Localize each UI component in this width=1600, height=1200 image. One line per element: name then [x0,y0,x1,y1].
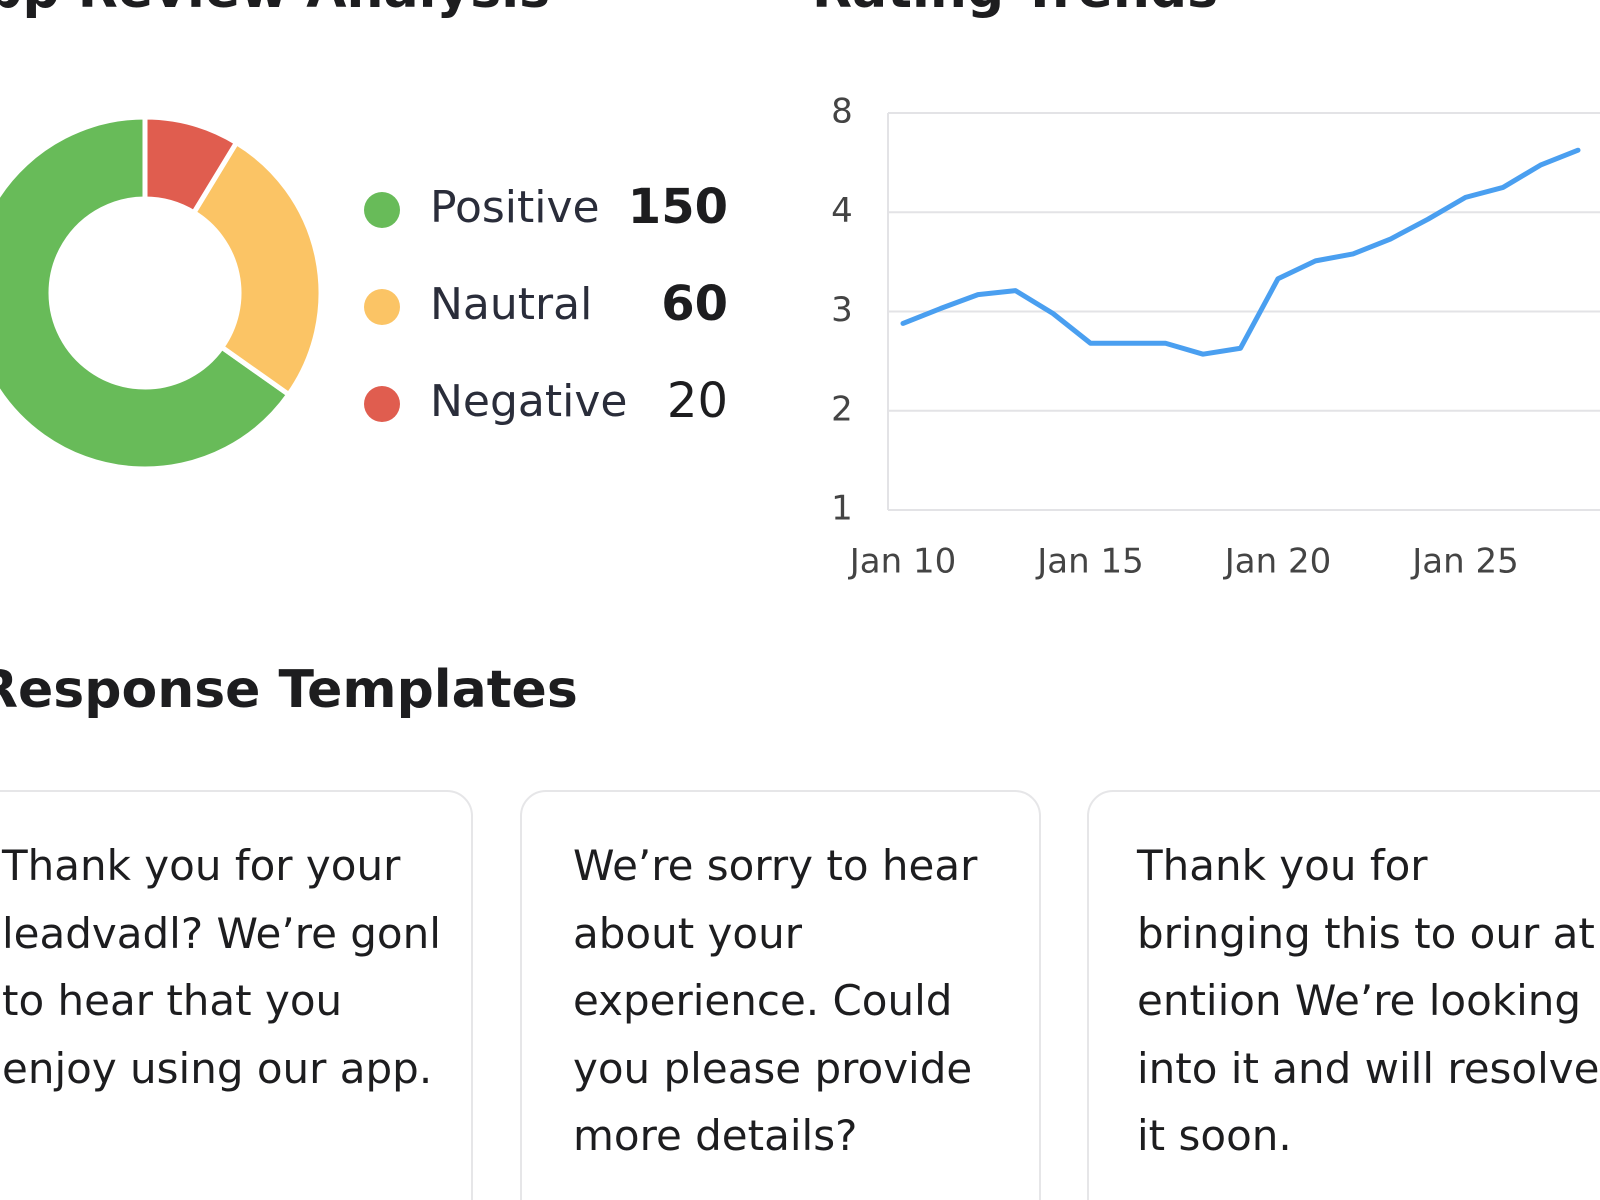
section-title: App Review Analysis [0,0,550,20]
template-text: Thank you for bringing this to our at en… [1137,841,1600,1160]
legend-label: Negative [430,376,627,427]
y-tick-label: 1 [831,489,853,529]
x-tick-label: Jan 10 [848,542,956,582]
template-card[interactable]: Thank you for bringing this to our at en… [1087,790,1600,1200]
x-tick-label: Jan 15 [1035,542,1143,582]
x-tick-label: Jan 20 [1223,542,1331,582]
section-title: Rating Trends [812,0,1218,20]
y-tick-label: 8 [831,92,853,132]
legend-dot [364,386,400,422]
legend-value: 150 [628,179,728,235]
rating-line [900,147,1581,357]
legend-label: Nautral [430,279,592,330]
donut-segment [142,114,240,217]
x-tick-label: Jan 25 [1410,542,1518,582]
template-text: We’re sorry to hear about your experienc… [573,841,978,1160]
template-card[interactable]: We’re sorry to hear about your experienc… [520,790,1041,1200]
y-tick-label: 2 [831,389,853,429]
donut-segment [0,114,293,472]
template-card[interactable]: Thank you for your leadvadl? We’re gonl … [0,790,473,1200]
y-tick-label: 3 [831,290,853,330]
legend-label: Positive [430,182,600,233]
legend-dot [364,289,400,325]
section-title: Response Templates [0,660,578,720]
legend-value: 20 [667,373,728,429]
y-tick-label: 4 [831,191,853,231]
donut-segment [190,139,324,398]
charts: Positive 150 Nautral 60 Negative 20 1 2 3 4 8 Jan 1… [0,92,1600,582]
template-text: Thank you for your leadvadl? We’re gonl … [2,841,441,1093]
legend-value: 60 [661,276,728,332]
legend-dot [364,192,400,228]
